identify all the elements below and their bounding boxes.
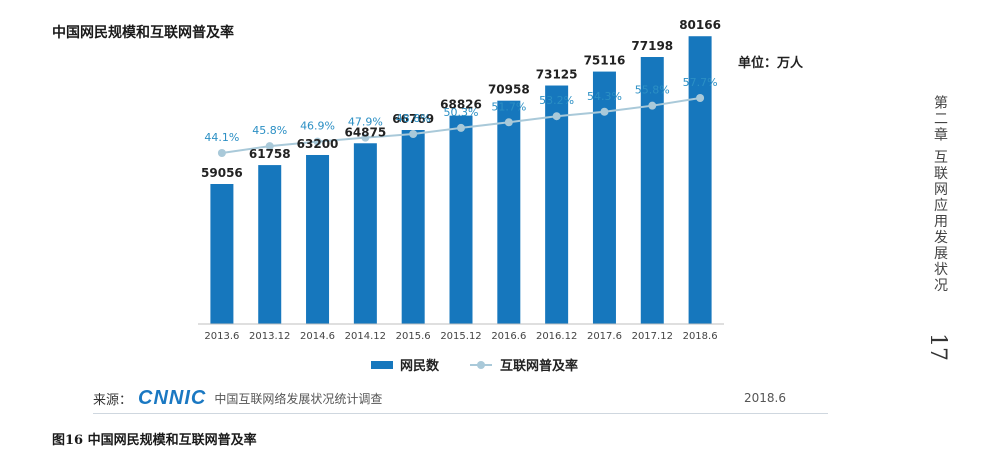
legend-line-marker bbox=[477, 361, 485, 369]
bar-2016.12 bbox=[545, 85, 569, 324]
bar-value-label: 73125 bbox=[536, 68, 578, 82]
penetration-point-2015.6 bbox=[409, 129, 418, 138]
penetration-label: 48.8% bbox=[396, 112, 431, 125]
x-tick-label: 2015.12 bbox=[440, 331, 481, 342]
bar-value-label: 68826 bbox=[440, 98, 482, 112]
side-chapter-title: 第二章 互联网应用发展状况 bbox=[932, 95, 948, 294]
bar-value-label: 70958 bbox=[488, 83, 530, 97]
penetration-point-2013.6 bbox=[217, 149, 226, 157]
penetration-point-2014.6 bbox=[313, 137, 322, 146]
bar-value-label: 77198 bbox=[631, 39, 673, 53]
bar-2013.6 bbox=[210, 184, 234, 324]
source-line: 来源： CNNIC 中国互联网络发展状况统计调查 bbox=[93, 387, 382, 409]
source-date: 2018.6 bbox=[744, 391, 786, 405]
unit-label: 单位：万人 bbox=[738, 56, 804, 71]
penetration-point-2016.12 bbox=[552, 112, 561, 121]
source-divider bbox=[93, 413, 828, 414]
bar-2017.6 bbox=[592, 71, 616, 324]
legend-bar-swatch bbox=[371, 361, 393, 369]
penetration-label: 51.7% bbox=[491, 100, 526, 113]
penetration-label: 47.9% bbox=[348, 116, 383, 129]
bar-2017.12 bbox=[640, 57, 664, 324]
page-title: 中国网民规模和互联网普及率 bbox=[52, 25, 234, 41]
bar-value-label: 61758 bbox=[249, 147, 291, 161]
cnnic-logo: CNNIC bbox=[138, 386, 207, 409]
penetration-point-2015.12 bbox=[457, 123, 465, 132]
x-tick-label: 2017.6 bbox=[587, 331, 622, 342]
x-tick-label: 2018.6 bbox=[683, 331, 718, 342]
bar-value-label: 63200 bbox=[297, 137, 339, 151]
x-tick-label: 2013.12 bbox=[249, 331, 290, 342]
penetration-label: 54.3% bbox=[587, 90, 622, 103]
penetration-label: 50.3% bbox=[444, 106, 479, 119]
x-tick-label: 2014.6 bbox=[300, 331, 335, 342]
page-number: 17 bbox=[925, 333, 950, 361]
penetration-point-2017.6 bbox=[600, 107, 609, 116]
penetration-point-2014.12 bbox=[361, 133, 370, 142]
figure-caption: 图16 中国网民规模和互联网普及率 bbox=[52, 433, 257, 448]
bar-2015.6 bbox=[401, 130, 425, 324]
source-prefix: 来源： bbox=[93, 392, 133, 408]
x-tick-label: 2014.12 bbox=[345, 331, 386, 342]
bar-value-label: 80166 bbox=[679, 18, 721, 32]
penetration-label: 57.7% bbox=[683, 76, 718, 89]
penetration-point-2016.6 bbox=[504, 118, 513, 127]
bar-2014.6 bbox=[306, 154, 330, 324]
x-tick-label: 2013.6 bbox=[204, 331, 239, 342]
penetration-point-2018.6 bbox=[696, 94, 705, 102]
x-tick-label: 2016.12 bbox=[536, 331, 577, 342]
penetration-label: 53.2% bbox=[539, 94, 574, 107]
legend-line-label: 互联网普及率 bbox=[500, 358, 578, 374]
legend-bar-label: 网民数 bbox=[400, 358, 440, 374]
x-tick-label: 2016.6 bbox=[491, 331, 526, 342]
bar-2014.12 bbox=[353, 143, 377, 324]
bar-2018.6 bbox=[688, 36, 712, 324]
penetration-label: 46.9% bbox=[300, 120, 335, 133]
source-name: 中国互联网络发展状况统计调查 bbox=[214, 391, 383, 406]
x-tick-label: 2015.6 bbox=[396, 331, 431, 342]
x-tick-label: 2017.12 bbox=[632, 331, 673, 342]
bar-2016.6 bbox=[497, 100, 521, 324]
bar-2013.12 bbox=[258, 165, 282, 324]
bar-value-label: 66769 bbox=[392, 112, 434, 126]
penetration-label: 55.8% bbox=[635, 84, 670, 97]
penetration-point-2017.12 bbox=[648, 101, 657, 110]
bar-2015.12 bbox=[449, 115, 473, 324]
penetration-label: 45.8% bbox=[252, 124, 287, 137]
bar-value-label: 59056 bbox=[201, 166, 243, 180]
penetration-point-2013.12 bbox=[265, 142, 274, 151]
bar-value-label: 64875 bbox=[344, 125, 386, 139]
penetration-label: 44.1% bbox=[204, 131, 239, 144]
bar-value-label: 75116 bbox=[584, 54, 626, 68]
